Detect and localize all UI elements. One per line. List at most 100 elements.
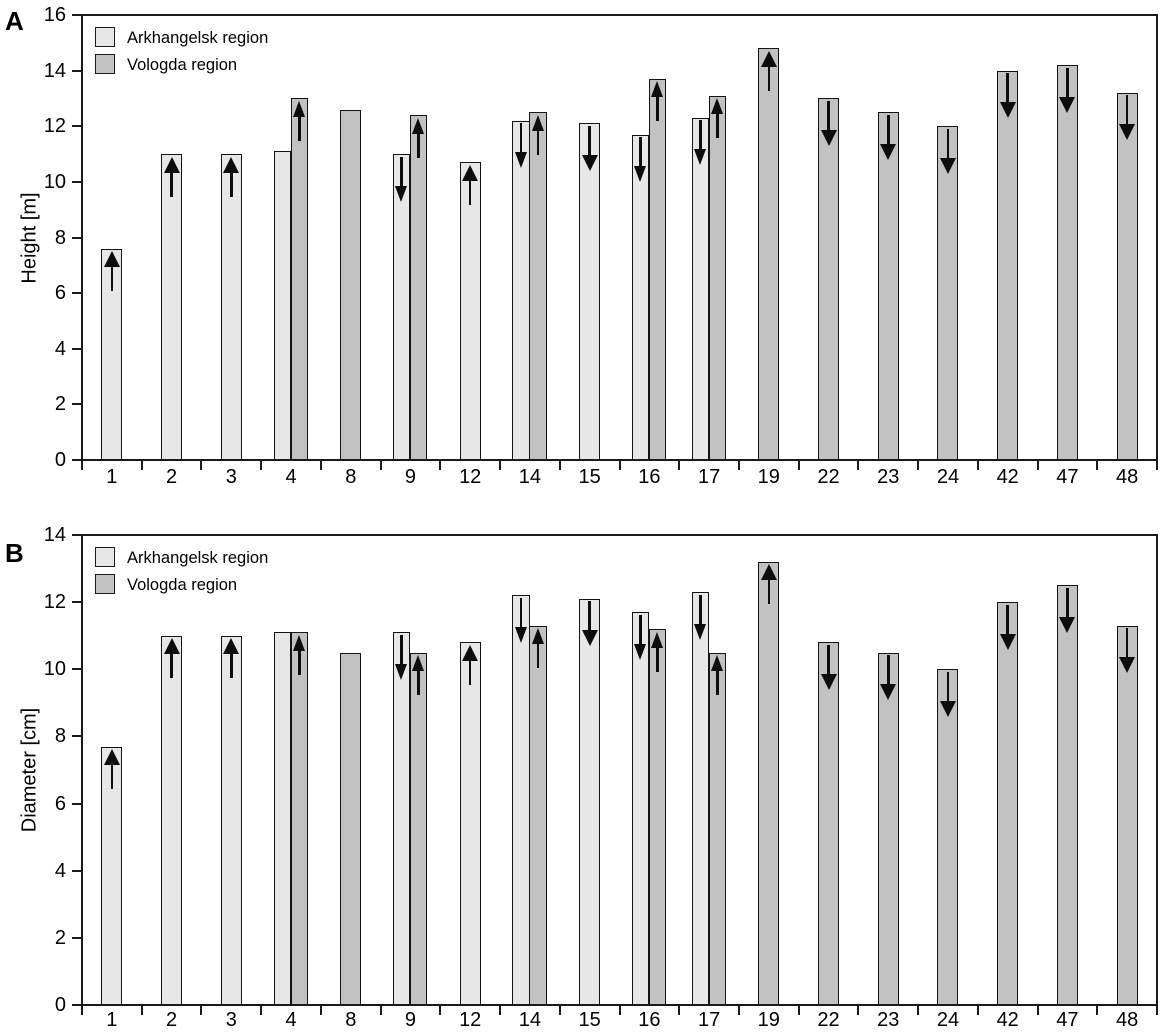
y-axis-tick xyxy=(72,1004,81,1006)
arrow-head xyxy=(1119,124,1136,141)
y-axis-tick xyxy=(72,180,81,183)
panel-a-letter: A xyxy=(5,6,24,36)
legend-label-arkhangelsk: Arkhangelsk region xyxy=(127,549,269,567)
x-category-label: 24 xyxy=(936,466,960,488)
arrow-head xyxy=(651,81,664,98)
significance-arrow-up-icon xyxy=(709,98,727,139)
y-axis-tick-label: 2 xyxy=(54,926,66,949)
x-axis-tick xyxy=(797,1006,800,1015)
significance-arrow-up-icon xyxy=(649,631,667,672)
x-axis-tick xyxy=(1096,461,1099,470)
arrow-head xyxy=(103,251,120,268)
x-axis-tick xyxy=(1036,1006,1039,1015)
significance-arrow-down-icon xyxy=(512,123,530,169)
x-axis-tick xyxy=(917,1006,920,1015)
arrow-stem xyxy=(716,112,719,139)
x-axis-line xyxy=(81,459,1158,461)
significance-arrow-down-icon xyxy=(632,614,650,660)
arrow-stem xyxy=(230,652,233,679)
x-category-label: 9 xyxy=(404,466,417,488)
x-axis-tick xyxy=(379,461,382,470)
arrow-head xyxy=(820,129,837,146)
arrow-stem xyxy=(827,644,830,676)
x-category-label: 2 xyxy=(166,466,178,488)
arrow-head xyxy=(412,117,425,134)
arrow-head xyxy=(1059,616,1076,633)
legend-swatch-vologda xyxy=(95,54,115,74)
arrow-head xyxy=(514,152,527,169)
x-axis-tick xyxy=(439,1006,442,1015)
x-axis-tick xyxy=(499,1006,502,1015)
arrow-stem xyxy=(656,645,659,672)
bar-arkhangelsk-cat-3 xyxy=(220,635,242,1006)
x-category-label: 14 xyxy=(518,1009,542,1031)
arrow-head xyxy=(163,156,180,173)
y-axis-tick xyxy=(72,534,81,536)
bar-arkhangelsk-cat-9 xyxy=(392,632,411,1006)
bar-vologda-cat-16 xyxy=(648,629,667,1006)
x-axis-tick xyxy=(917,461,920,470)
bar-arkhangelsk-cat-15 xyxy=(579,598,601,1006)
significance-arrow-down-icon xyxy=(937,671,958,717)
x-category-label: 12 xyxy=(459,1009,482,1031)
x-axis-tick xyxy=(737,1006,740,1015)
x-category-label: 22 xyxy=(817,466,840,488)
significance-arrow-up-icon xyxy=(101,251,122,292)
arrow-head xyxy=(999,633,1016,650)
significance-arrow-up-icon xyxy=(410,117,428,158)
bar-vologda-cat-19 xyxy=(758,561,780,1006)
significance-arrow-down-icon xyxy=(1117,628,1138,674)
y-axis-tick-label: 12 xyxy=(43,115,66,138)
significance-arrow-down-icon xyxy=(692,594,710,640)
x-category-label: 24 xyxy=(936,1009,960,1031)
significance-arrow-up-icon xyxy=(161,638,182,679)
legend-label-arkhangelsk: Arkhangelsk region xyxy=(127,29,269,47)
x-category-label: 19 xyxy=(757,466,780,488)
y-axis-tick xyxy=(72,459,81,461)
arrow-head xyxy=(711,98,724,115)
significance-arrow-up-icon xyxy=(101,749,122,789)
arrow-head xyxy=(694,623,707,640)
y-axis-tick-label: 0 xyxy=(54,449,66,471)
arrow-stem xyxy=(468,658,472,685)
arrow-stem xyxy=(699,120,702,152)
arrow-stem xyxy=(417,669,420,695)
y-axis-tick-label: 14 xyxy=(43,524,66,546)
arrow-head xyxy=(880,684,897,700)
significance-arrow-down-icon xyxy=(878,655,899,700)
significance-arrow-up-icon xyxy=(649,81,667,122)
x-category-label: 4 xyxy=(285,1009,297,1031)
x-axis-tick xyxy=(857,1006,860,1015)
x-category-label: 1 xyxy=(106,466,118,488)
x-category-label: 17 xyxy=(697,466,721,488)
arrow-head xyxy=(711,655,724,671)
x-axis-tick xyxy=(81,1006,83,1015)
significance-arrow-down-icon xyxy=(632,137,650,183)
x-category-label: 48 xyxy=(1116,466,1139,488)
arrow-stem xyxy=(639,137,642,169)
significance-arrow-up-icon xyxy=(529,114,547,155)
arrow-head xyxy=(581,154,598,171)
arrow-head xyxy=(223,638,240,655)
x-category-label: 17 xyxy=(697,1009,721,1031)
bar-vologda-cat-4 xyxy=(290,632,309,1006)
bar-vologda-cat-8 xyxy=(340,652,362,1006)
arrow-stem xyxy=(170,170,173,197)
arrow-head xyxy=(760,564,777,581)
y-axis-tick xyxy=(72,403,81,406)
significance-arrow-up-icon xyxy=(460,164,481,205)
y-axis-tick-label: 16 xyxy=(43,4,66,26)
bar-vologda-cat-42 xyxy=(997,602,1019,1006)
x-axis-tick xyxy=(558,461,561,470)
y-axis-tick xyxy=(72,69,81,72)
significance-arrow-down-icon xyxy=(692,120,710,166)
arrow-stem xyxy=(1066,587,1069,619)
x-category-label: 22 xyxy=(817,1009,840,1031)
y-axis-tick xyxy=(72,869,81,872)
significance-arrow-up-icon xyxy=(221,638,242,679)
significance-arrow-down-icon xyxy=(818,644,839,690)
x-axis-tick xyxy=(319,461,322,470)
significance-arrow-down-icon xyxy=(878,114,899,160)
bar-vologda-cat-17 xyxy=(708,652,727,1006)
